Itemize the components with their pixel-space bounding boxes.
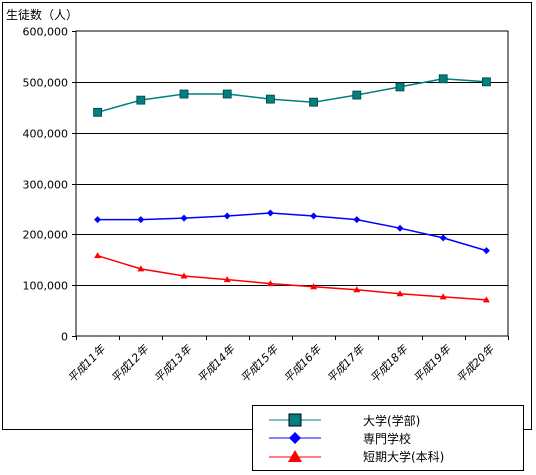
x-tick-label: 平成15年 xyxy=(238,342,281,385)
x-tick-label: 平成16年 xyxy=(281,342,324,385)
data-point xyxy=(439,293,447,300)
data-point xyxy=(223,212,231,220)
data-point xyxy=(396,224,404,232)
data-point xyxy=(353,216,361,224)
data-point xyxy=(482,247,490,255)
data-point xyxy=(179,89,189,99)
data-point xyxy=(309,97,319,107)
data-point xyxy=(266,280,274,287)
data-point xyxy=(438,74,448,84)
y-tick-label: 0 xyxy=(61,331,68,344)
x-tick-label: 平成18年 xyxy=(368,342,411,385)
data-point xyxy=(94,216,102,224)
x-tick-label: 平成20年 xyxy=(454,342,497,385)
data-point xyxy=(93,107,102,117)
diamond-marker-icon xyxy=(269,432,321,444)
x-tick-label: 平成19年 xyxy=(411,342,454,385)
x-tick-label: 平成11年 xyxy=(65,342,108,385)
x-tick-label: 平成13年 xyxy=(152,342,195,385)
x-tick-label: 平成17年 xyxy=(324,342,367,385)
y-tick-label: 500,000 xyxy=(23,77,69,90)
legend-entry-junior-college: 短期大学(本科) xyxy=(253,446,523,466)
legend-entry-vocational: 専門学校 xyxy=(253,428,523,448)
data-point xyxy=(136,95,146,105)
series-line xyxy=(97,78,487,114)
data-point xyxy=(223,276,231,283)
data-point xyxy=(266,209,274,217)
series-line xyxy=(97,254,487,301)
data-point xyxy=(395,82,405,92)
data-point xyxy=(310,283,318,290)
data-point xyxy=(353,286,361,293)
data-point xyxy=(482,296,490,303)
square-marker-icon xyxy=(269,413,321,427)
data-point xyxy=(396,290,404,297)
y-tick-label: 300,000 xyxy=(23,179,69,192)
data-point xyxy=(137,216,145,224)
legend-label-junior-college: 短期大学(本科) xyxy=(363,450,445,464)
data-point xyxy=(137,265,145,272)
data-point xyxy=(439,234,447,242)
x-tick-label: 平成12年 xyxy=(108,342,151,385)
legend: 大学(学部) 専門学校 短期大学(本科) xyxy=(252,405,524,471)
x-tick-label: 平成14年 xyxy=(195,342,238,385)
data-point xyxy=(265,94,275,104)
series-line xyxy=(97,212,487,252)
data-point xyxy=(481,77,491,87)
y-tick-label: 200,000 xyxy=(23,229,69,242)
y-tick-label: 600,000 xyxy=(23,26,69,39)
data-point xyxy=(94,252,102,259)
y-axis-title: 生徒数（人） xyxy=(6,8,79,22)
data-point xyxy=(180,214,188,222)
y-tick-label: 100,000 xyxy=(23,280,69,293)
data-point xyxy=(310,212,318,220)
data-point xyxy=(180,272,188,279)
data-point xyxy=(352,90,362,100)
legend-label-university: 大学(学部) xyxy=(363,414,421,428)
data-point xyxy=(222,89,232,99)
legend-label-vocational: 専門学校 xyxy=(363,432,412,446)
triangle-marker-icon xyxy=(269,450,321,462)
y-tick-label: 400,000 xyxy=(23,128,69,141)
legend-entry-university: 大学(学部) xyxy=(253,410,523,430)
